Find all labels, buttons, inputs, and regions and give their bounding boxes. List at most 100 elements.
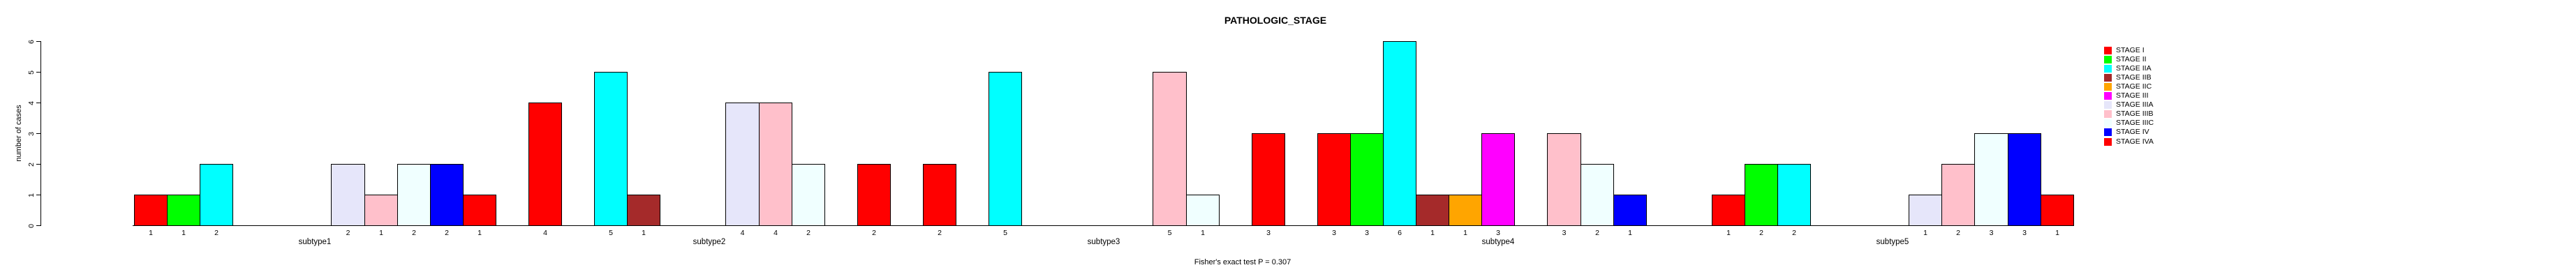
- legend-swatch: [2104, 138, 2112, 146]
- legend-swatch: [2104, 92, 2112, 100]
- legend-swatch: [2104, 128, 2112, 136]
- legend-item: STAGE I: [2104, 47, 2181, 54]
- bar-value-label: 3: [1562, 229, 1567, 237]
- bar: [1941, 164, 1975, 226]
- y-axis-tick-label: 6: [27, 39, 36, 44]
- y-axis-tick-label: 0: [27, 223, 36, 228]
- legend-item: STAGE IIIC: [2104, 119, 2181, 127]
- bar: [759, 103, 792, 226]
- bar: [1613, 195, 1647, 226]
- legend-item: STAGE IIC: [2104, 83, 2181, 91]
- bar-value-label: 2: [872, 229, 876, 237]
- bar: [463, 195, 496, 226]
- bar-value-label: 1: [1923, 229, 1927, 237]
- bar: [594, 72, 628, 226]
- bar: [200, 164, 233, 226]
- bar: [1449, 195, 1482, 226]
- bar-value-label: 3: [1266, 229, 1271, 237]
- legend-swatch: [2104, 47, 2112, 54]
- bar-value-label: 4: [543, 229, 547, 237]
- group-label: subtype3: [1087, 238, 1120, 246]
- bar-value-label: 1: [149, 229, 153, 237]
- legend-item: STAGE IIA: [2104, 65, 2181, 73]
- y-axis: [40, 41, 41, 226]
- bar-value-label: 1: [1463, 229, 1467, 237]
- bar: [1186, 195, 1220, 226]
- legend-item: STAGE IIIB: [2104, 110, 2181, 118]
- bar: [528, 103, 562, 226]
- bar-value-label: 2: [346, 229, 350, 237]
- legend-item: STAGE III: [2104, 92, 2181, 100]
- bar-value-label: 2: [1792, 229, 1796, 237]
- y-axis-tick-label: 1: [27, 193, 36, 197]
- bar-value-label: 5: [1167, 229, 1172, 237]
- y-axis-tick-label: 5: [27, 70, 36, 75]
- legend-swatch: [2104, 56, 2112, 63]
- bar: [2008, 133, 2041, 226]
- legend-label: STAGE IIB: [2116, 73, 2152, 82]
- bar-value-label: 2: [214, 229, 219, 237]
- legend-swatch: [2104, 110, 2112, 118]
- legend-swatch: [2104, 74, 2112, 82]
- bar: [1383, 41, 1416, 226]
- group-label: subtype2: [693, 238, 726, 246]
- bar: [725, 103, 760, 226]
- legend-swatch: [2104, 101, 2112, 109]
- bar: [1317, 133, 1351, 226]
- bar-value-label: 4: [773, 229, 778, 237]
- bar: [331, 164, 365, 226]
- bar: [1712, 195, 1745, 226]
- bar: [1581, 164, 1614, 226]
- bar: [397, 164, 431, 226]
- bar: [1252, 133, 1285, 226]
- bar: [134, 195, 168, 226]
- bar-value-label: 3: [1365, 229, 1369, 237]
- bar-value-label: 1: [1726, 229, 1731, 237]
- bar: [1777, 164, 1811, 226]
- bar: [1153, 72, 1187, 226]
- bar-value-label: 2: [445, 229, 449, 237]
- bar-value-label: 6: [1398, 229, 1402, 237]
- legend-swatch: [2104, 119, 2112, 127]
- bar-value-label: 1: [478, 229, 482, 237]
- bar-value-label: 2: [1956, 229, 1960, 237]
- bar-value-label: 2: [1759, 229, 1763, 237]
- bar-value-label: 3: [1496, 229, 1500, 237]
- legend-label: STAGE IIIC: [2116, 119, 2154, 127]
- bar: [989, 72, 1022, 226]
- y-axis-tick-label: 4: [27, 100, 36, 105]
- bar: [364, 195, 398, 226]
- bar-value-label: 5: [1003, 229, 1007, 237]
- bar: [1974, 133, 2008, 226]
- bar: [923, 164, 956, 226]
- legend-label: STAGE III: [2116, 91, 2149, 100]
- group-label: subtype4: [1481, 238, 1515, 246]
- y-axis-tick: [36, 41, 40, 42]
- bar-value-label: 2: [412, 229, 416, 237]
- bar: [1745, 164, 1778, 226]
- group-label: subtype1: [298, 238, 332, 246]
- legend-swatch: [2104, 65, 2112, 73]
- legend-item: STAGE IVA: [2104, 138, 2181, 146]
- bar: [430, 164, 464, 226]
- y-axis-tick-label: 2: [27, 162, 36, 167]
- x-axis-line: [133, 225, 2073, 226]
- bar-value-label: 2: [938, 229, 942, 237]
- y-axis-tick: [36, 72, 40, 73]
- legend-item: STAGE IV: [2104, 128, 2181, 136]
- bar-value-label: 3: [1332, 229, 1336, 237]
- bar-value-label: 1: [379, 229, 383, 237]
- bar-value-label: 1: [182, 229, 186, 237]
- legend-swatch: [2104, 83, 2112, 91]
- legend-label: STAGE IIA: [2116, 64, 2152, 73]
- bar-value-label: 1: [1201, 229, 1205, 237]
- bar: [1481, 133, 1515, 226]
- bar: [2041, 195, 2074, 226]
- bar: [792, 164, 825, 226]
- bar-value-label: 4: [740, 229, 745, 237]
- bar-value-label: 3: [1989, 229, 1994, 237]
- bar: [1416, 195, 1449, 226]
- bar-value-label: 1: [1628, 229, 1632, 237]
- bar-value-label: 1: [642, 229, 646, 237]
- bar: [1350, 133, 1384, 226]
